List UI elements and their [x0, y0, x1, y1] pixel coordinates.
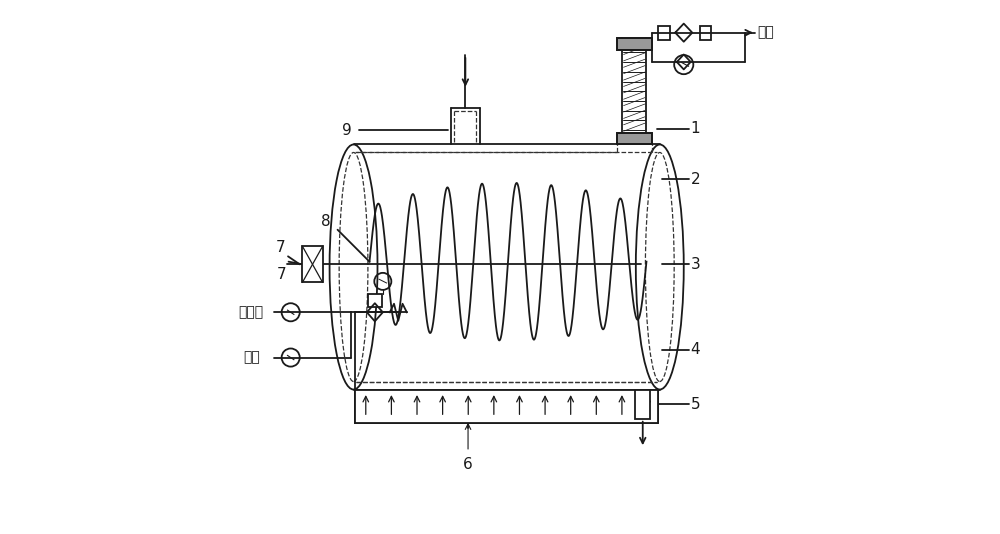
Text: 蒸汽: 蒸汽 — [243, 350, 260, 365]
Bar — [354, 145, 660, 389]
Text: 放空: 放空 — [757, 26, 774, 40]
Ellipse shape — [636, 145, 684, 389]
Text: 9: 9 — [342, 122, 352, 138]
Bar — [617, 38, 652, 50]
Ellipse shape — [330, 145, 377, 389]
Text: 2: 2 — [691, 171, 700, 186]
Text: 7: 7 — [276, 267, 286, 282]
Bar — [635, 389, 650, 419]
Text: 8: 8 — [321, 214, 331, 229]
Ellipse shape — [330, 145, 377, 389]
Text: 3: 3 — [691, 257, 700, 272]
Bar — [658, 26, 670, 40]
Bar — [617, 133, 652, 145]
Bar — [617, 38, 652, 50]
Text: 1: 1 — [691, 121, 700, 136]
Text: 6: 6 — [463, 457, 473, 472]
Bar — [355, 389, 658, 422]
Text: 7: 7 — [276, 240, 285, 255]
Ellipse shape — [636, 145, 684, 389]
Bar — [700, 26, 711, 40]
Text: 5: 5 — [691, 397, 700, 412]
Bar — [617, 133, 652, 145]
Bar — [368, 294, 382, 307]
Bar — [302, 246, 323, 282]
Text: 热氮气: 热氮气 — [238, 305, 263, 319]
Text: 4: 4 — [691, 342, 700, 357]
